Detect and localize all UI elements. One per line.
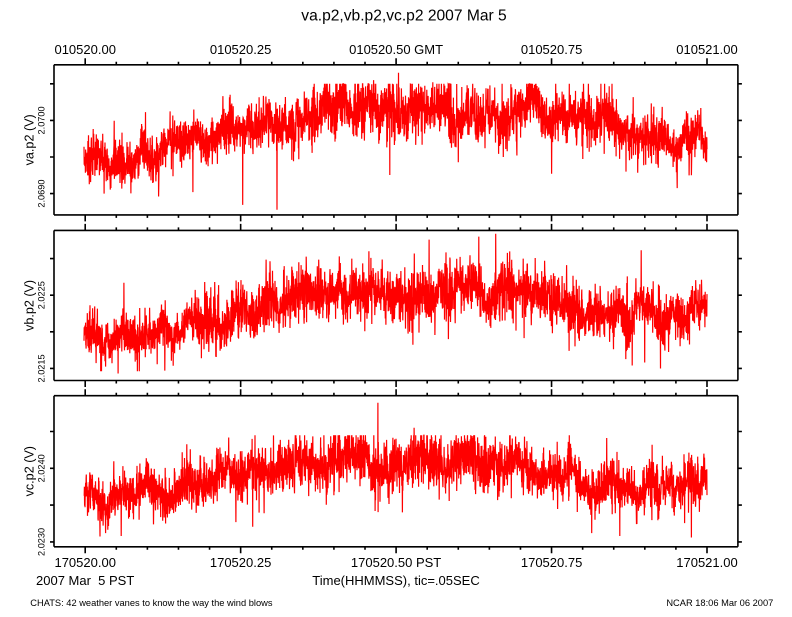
svg-text:010520.25: 010520.25: [210, 42, 271, 57]
svg-text:2.0690: 2.0690: [36, 180, 46, 208]
svg-text:170520.75: 170520.75: [521, 555, 582, 570]
svg-text:va.p2 (V): va.p2 (V): [22, 114, 36, 165]
svg-text:170520.50 PST: 170520.50 PST: [351, 555, 441, 570]
svg-text:CHATS: 42 weather vanes to kno: CHATS: 42 weather vanes to know the way …: [30, 598, 273, 608]
svg-text:010520.75: 010520.75: [521, 42, 582, 57]
svg-text:vc.p2 (V): vc.p2 (V): [22, 446, 36, 496]
svg-text:010520.50 GMT: 010520.50 GMT: [349, 42, 443, 57]
svg-text:170521.00: 170521.00: [676, 555, 737, 570]
svg-text:2.0225: 2.0225: [36, 281, 46, 309]
svg-text:010520.00: 010520.00: [54, 42, 115, 57]
svg-text:2007 Mar 5 PST: 2007 Mar 5 PST: [36, 573, 134, 588]
svg-text:2.0700: 2.0700: [36, 106, 46, 134]
svg-text:Time(HHMMSS), tic=.05SEC: Time(HHMMSS), tic=.05SEC: [312, 573, 479, 588]
svg-text:2.0240: 2.0240: [36, 454, 46, 482]
svg-text:vb.p2 (V): vb.p2 (V): [22, 280, 36, 331]
svg-text:170520.00: 170520.00: [54, 555, 115, 570]
svg-text:2.0230: 2.0230: [36, 528, 46, 556]
svg-text:va.p2,vb.p2,vc.p2 2007 Mar 5: va.p2,vb.p2,vc.p2 2007 Mar 5: [301, 8, 507, 25]
svg-text:010521.00: 010521.00: [676, 42, 737, 57]
svg-text:2.0215: 2.0215: [36, 354, 46, 382]
svg-text:NCAR 18:06 Mar 06 2007: NCAR 18:06 Mar 06 2007: [666, 598, 773, 608]
svg-text:170520.25: 170520.25: [210, 555, 271, 570]
